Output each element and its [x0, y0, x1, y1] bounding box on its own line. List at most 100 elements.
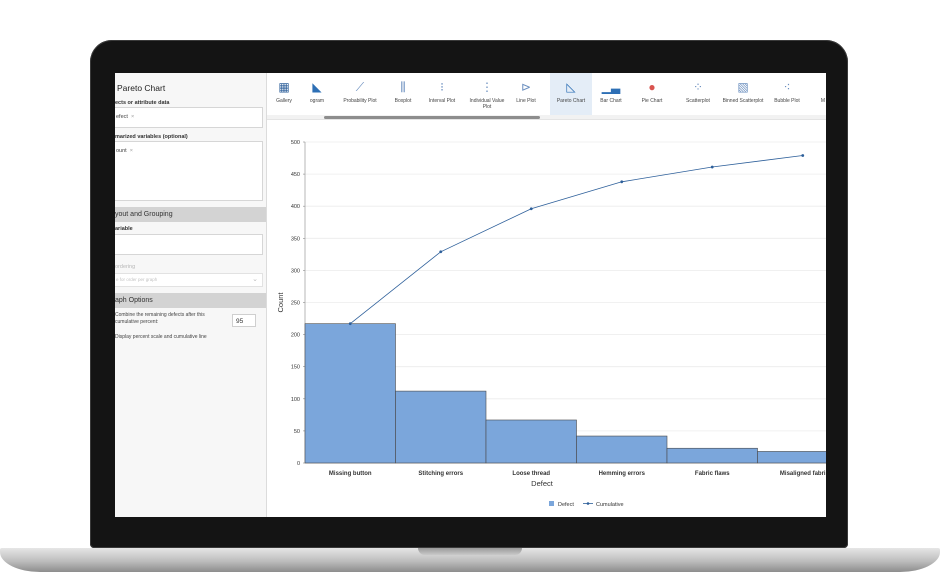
defect-chip[interactable]: efect × — [116, 114, 134, 120]
gallery-item-m[interactable]: M — [813, 73, 826, 119]
combine-option-text: Combine the remaining defects after this… — [115, 312, 205, 326]
x-tick-label: Stitching errors — [418, 471, 463, 477]
bar-4 — [666, 447, 758, 464]
x-tick-label: Fabric flaws — [695, 471, 730, 477]
cumulative-point-0 — [348, 322, 352, 326]
gallery-item-label: M — [820, 98, 826, 104]
chevron-down-icon: ⌄ — [252, 276, 258, 283]
gallery-item-label: Bubble Plot — [774, 98, 800, 104]
more-icon — [813, 76, 826, 98]
gallery-item-interval-plot[interactable]: ⁝ Interval Plot — [422, 73, 462, 119]
gallery-item-label: Individual Value Plot — [469, 98, 505, 110]
pareto-chart: 0 50 100 150 200 250 300 350 400 450 500 Missing bu… — [276, 140, 826, 508]
bar-1 — [395, 390, 487, 464]
y-tick-label: 50 — [294, 429, 300, 435]
gallery-item-label: ogram — [309, 98, 325, 104]
x-tick-label: Missing button — [329, 471, 372, 477]
variable-field[interactable] — [115, 234, 263, 255]
y-axis-label: Count — [276, 292, 285, 313]
ordering-select[interactable]: e for order per graph ⌄ — [115, 273, 263, 287]
bar-3 — [576, 435, 668, 464]
chart-area: 0 50 100 150 200 250 300 350 400 450 500 Missing bu… — [267, 120, 826, 517]
y-tick-label: 150 — [291, 365, 300, 371]
remove-chip-icon[interactable]: × — [129, 148, 133, 154]
app-screen: Pareto Chart ects or attribute data efec… — [115, 73, 826, 517]
graph-options-section-header[interactable]: aph Options — [115, 293, 266, 308]
bar-5 — [757, 451, 826, 464]
y-tick-label: 250 — [291, 301, 300, 307]
gallery-item-ogram[interactable]: ◣ ogram — [303, 73, 331, 119]
gallery-item-binned-scatterplot[interactable]: ▧ Binned Scatterplot — [722, 73, 764, 119]
legend-line-marker — [586, 502, 590, 505]
laptop-notch — [418, 548, 522, 555]
scatterplot-icon: ⁘ — [692, 80, 704, 94]
line-plot-icon: ⊳ — [520, 80, 532, 94]
layout-section-header[interactable]: yout and Grouping — [115, 207, 266, 222]
y-tick-label: 100 — [291, 397, 300, 403]
summarized-field[interactable]: ount × — [115, 141, 263, 201]
x-tick-label: Loose thread — [512, 471, 550, 477]
combine-percent-input[interactable]: 95 — [232, 314, 256, 327]
cumulative-point-5 — [801, 154, 805, 157]
gallery-item-bar-chart[interactable]: ▁▃ Bar Chart — [593, 73, 629, 119]
remove-chip-icon[interactable]: × — [130, 114, 135, 120]
x-axis-label: Defect — [531, 479, 554, 488]
gallery-item-individual-value-plot[interactable]: ⋮ Individual Value Plot — [466, 73, 508, 119]
gallery-item-label: Interval Plot — [428, 98, 456, 104]
y-tick-label: 0 — [297, 461, 300, 467]
legend-bar-swatch — [549, 501, 554, 506]
count-chip[interactable]: ount × — [116, 148, 133, 154]
gallery-scrollbar-thumb[interactable] — [324, 116, 540, 119]
gallery-item-boxplot[interactable]: ⫼ Boxplot — [389, 73, 417, 119]
gallery-item-label: Bar Chart — [600, 98, 622, 104]
y-tick-label: 450 — [291, 172, 300, 178]
gallery-item-label: Boxplot — [394, 98, 412, 104]
graph-options-section-label: aph Options — [115, 297, 153, 304]
cumulative-line — [350, 155, 803, 324]
display-percent-option[interactable]: Display percent scale and cumulative lin… — [115, 334, 207, 340]
combine-text-line-2: cumulative percent: — [115, 319, 159, 325]
histogram-icon: ◣ — [312, 80, 322, 94]
panel-title: Pareto Chart — [117, 83, 166, 93]
cumulative-point-2 — [529, 207, 533, 211]
gallery-item-label: Probability Plot — [343, 98, 377, 104]
layout-section-label: yout and Grouping — [115, 211, 173, 218]
binned-scatterplot-icon: ▧ — [737, 80, 749, 94]
ordering-label: ordering — [115, 264, 136, 270]
legend-label-defect: Defect — [558, 502, 574, 508]
probability-plot-icon: ⟋ — [355, 80, 365, 94]
gallery-item-pie-chart[interactable]: ● Pie Chart — [634, 73, 670, 119]
gallery-item-scatterplot[interactable]: ⁘ Scatterplot — [678, 73, 718, 119]
gallery-item-label: Pareto Chart — [556, 98, 586, 104]
y-tick-label: 500 — [291, 140, 300, 146]
interval-plot-icon: ⁝ — [440, 80, 444, 94]
gallery-item-pareto-chart[interactable]: ◺ Pareto Chart — [550, 73, 592, 119]
summarized-label: marized variables (optional) — [115, 134, 188, 140]
y-tick-label: 350 — [291, 236, 300, 242]
cumulative-point-3 — [620, 180, 624, 184]
cumulative-point-1 — [439, 250, 443, 254]
ordering-placeholder: e for order per graph — [116, 277, 158, 282]
gallery-scrollbar-track[interactable] — [267, 115, 826, 119]
gallery-item-line-plot[interactable]: ⊳ Line Plot — [508, 73, 544, 119]
bar-chart-icon: ▁▃ — [601, 80, 621, 94]
count-chip-label: ount — [116, 148, 127, 154]
cumulative-point-4 — [710, 165, 714, 169]
gallery-item-probability-plot[interactable]: ⟋ Probability Plot — [336, 73, 384, 119]
defect-chip-label: efect — [116, 114, 128, 120]
gallery-item-bubble-plot[interactable]: ⁖ Bubble Plot — [767, 73, 807, 119]
variable-label: ariable — [115, 226, 133, 232]
pie-chart-icon: ● — [648, 80, 656, 94]
gallery-item-label: Scatterplot — [686, 98, 710, 104]
defects-field[interactable]: efect × — [115, 107, 263, 128]
gallery-item-gallery[interactable]: ▦ Gallery — [272, 73, 296, 119]
gallery-item-label: Pie Chart — [641, 98, 663, 104]
x-tick-label: Hemming errors — [599, 471, 646, 477]
bubble-plot-icon: ⁖ — [783, 80, 791, 94]
x-tick-label: Misaligned fabri — [780, 471, 826, 477]
bar-0 — [304, 323, 396, 464]
gallery-item-label: Binned Scatterplot — [722, 98, 764, 104]
grid-icon: ▦ — [278, 80, 290, 94]
combine-text-line-1: Combine the remaining defects after this — [115, 312, 205, 318]
boxplot-icon: ⫼ — [400, 80, 406, 94]
